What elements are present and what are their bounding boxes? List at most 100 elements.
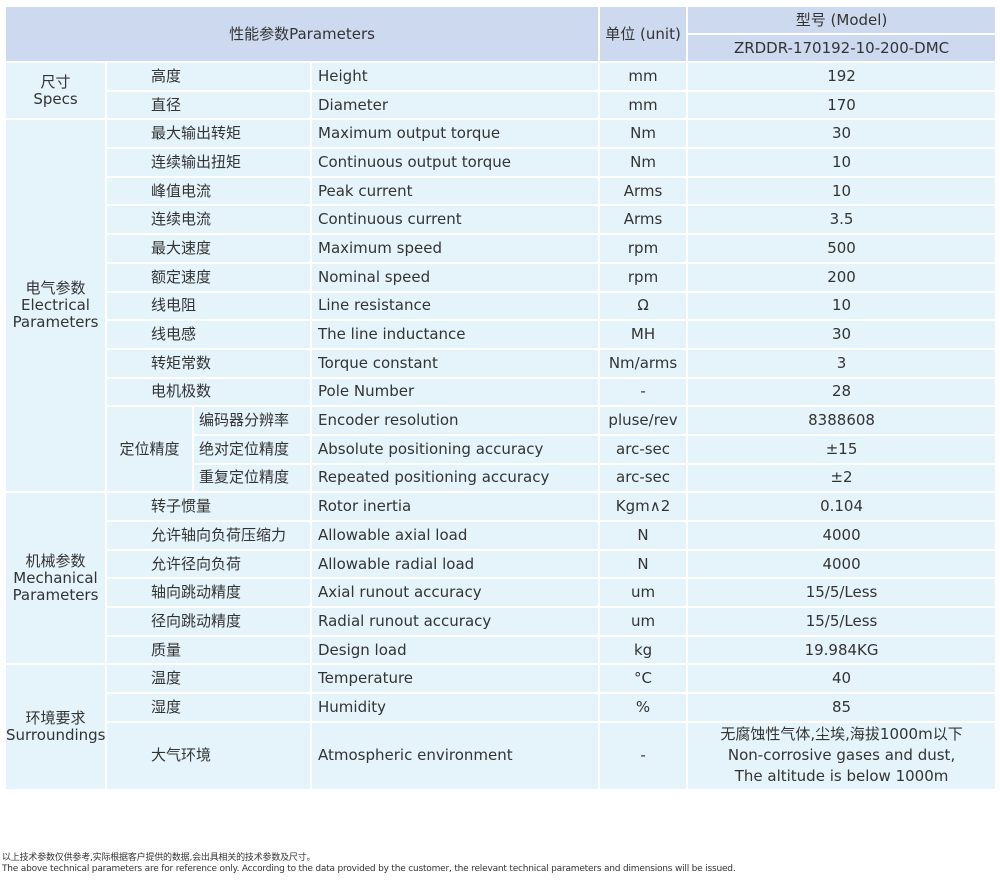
param-unit: Ω — [598, 290, 689, 322]
table-row: 径向跳动精度 Radial runout accuracy um 15/5/Less — [5, 606, 998, 637]
param-unit: pluse/rev — [598, 405, 689, 436]
group-label-en: Mechanical Parameters — [12, 568, 99, 604]
param-value: 28 — [686, 376, 998, 408]
param-value: 无腐蚀性气体,尘埃,海拔1000m以下 Non-corrosive gases a… — [686, 720, 998, 791]
param-unit: um — [598, 577, 689, 609]
param-cn: 允许径向负荷 — [105, 548, 312, 580]
param-en: Peak current — [309, 175, 601, 207]
param-en: Encoder resolution — [309, 405, 601, 436]
param-en: Temperature — [309, 663, 601, 695]
header-row: 性能参数Parameters 单位 (unit) 型号 (Model) — [3, 5, 998, 63]
param-unit: rpm — [598, 233, 689, 264]
param-unit: - — [598, 720, 689, 791]
param-cn: 转子惯量 — [105, 491, 312, 522]
parameters-header: 性能参数Parameters — [3, 5, 601, 63]
param-value: ±2 — [686, 462, 998, 494]
param-cn: 直径 — [105, 89, 312, 121]
param-cn: 绝对定位精度 — [192, 433, 312, 465]
table-row: 绝对定位精度 Absolute positioning accuracy arc-s… — [5, 433, 998, 465]
param-cn: 编码器分辨率 — [192, 405, 312, 436]
param-cn: 大气环境 — [105, 720, 312, 791]
param-en: The line inductance — [309, 319, 601, 350]
param-unit: °C — [598, 663, 689, 695]
param-value: 10 — [686, 147, 998, 178]
table-row: 允许轴向负荷压缩力 Allowable axial load N 4000 — [5, 520, 998, 551]
table-row: 环境要求 Surroundings 温度 Temperature °C 40 — [4, 663, 998, 791]
param-en: Nominal speed — [309, 261, 601, 293]
param-value: 30 — [686, 319, 998, 350]
group-positioning: 定位精度 — [105, 405, 194, 494]
param-unit: Nm — [598, 118, 689, 150]
spec-table: 性能参数Parameters 单位 (unit) 型号 (Model) ZRDD… — [3, 5, 998, 791]
param-unit: - — [598, 376, 689, 408]
group-specs: 尺寸 Specs — [4, 60, 107, 121]
param-cn: 高度 — [105, 61, 312, 92]
param-value: 85 — [686, 692, 998, 723]
param-unit: % — [598, 692, 689, 723]
param-cn: 线电感 — [105, 319, 312, 350]
param-en: Maximum output torque — [309, 118, 601, 150]
table-row: 额定速度 Nominal speed rpm 200 — [5, 261, 998, 293]
param-cn: 最大速度 — [105, 233, 312, 264]
param-value: 3 — [686, 347, 998, 379]
param-value: 170 — [686, 89, 998, 121]
group-surroundings: 环境要求 Surroundings — [4, 663, 107, 791]
param-value: 500 — [686, 233, 998, 264]
param-value: 40 — [686, 663, 998, 695]
group-label-cn: 环境要求 — [25, 709, 86, 728]
param-value: 19.984KG — [686, 634, 998, 666]
param-value: 8388608 — [686, 405, 998, 436]
param-cn: 允许轴向负荷压缩力 — [105, 520, 312, 551]
unit-header: 单位 (unit) — [598, 5, 689, 63]
param-unit: mm — [598, 61, 689, 92]
param-en: Continuous output torque — [309, 147, 601, 178]
table-row: 线电阻 Line resistance Ω 10 — [5, 290, 998, 322]
group-mechanical: 机械参数 Mechanical Parameters — [4, 491, 107, 666]
param-unit: rpm — [598, 261, 689, 293]
model-label-header: 型号 (Model) — [686, 5, 998, 35]
param-cn: 湿度 — [105, 692, 312, 723]
param-en: Pole Number — [309, 376, 601, 408]
table-row: 尺寸 Specs 高度 Height mm 192 — [4, 60, 998, 121]
param-en: Diameter — [309, 89, 601, 121]
param-unit: Nm — [598, 147, 689, 178]
param-unit: MH — [598, 319, 689, 350]
table-row: 线电感 The line inductance MH 30 — [5, 319, 998, 350]
group-label-cn: 电气参数 — [25, 279, 86, 298]
param-en: Height — [309, 61, 601, 92]
param-unit: Kgm∧2 — [598, 491, 689, 522]
param-cn: 连续输出扭矩 — [105, 147, 312, 178]
value-line: 无腐蚀性气体,尘埃,海拔1000m以下 — [720, 725, 963, 744]
param-unit: arc-sec — [598, 433, 689, 465]
param-en: Atmospheric environment — [309, 720, 601, 791]
table-row: 连续电流 Continuous current Arms 3.5 — [5, 204, 998, 236]
param-unit: Arms — [598, 204, 689, 236]
table-row: 允许径向负荷 Allowable radial load N 4000 — [5, 548, 998, 580]
param-en: Torque constant — [309, 347, 601, 379]
param-en: Radial runout accuracy — [309, 606, 601, 637]
param-cn: 线电阻 — [105, 290, 312, 322]
table-row: 最大速度 Maximum speed rpm 500 — [5, 233, 998, 264]
param-cn: 质量 — [105, 634, 312, 666]
table-row: 重复定位精度 Repeated positioning accuracy arc-s… — [5, 462, 998, 494]
table-row: 机械参数 Mechanical Parameters 转子惯量 Rotor inert… — [4, 491, 998, 666]
group-label-en: Specs — [33, 89, 78, 108]
group-label-en: Electrical Parameters — [12, 296, 99, 332]
table-row: 连续输出扭矩 Continuous output torque Nm 10 — [5, 147, 998, 178]
note-en: The above technical parameters are for r… — [2, 864, 736, 874]
param-en: Allowable axial load — [309, 520, 601, 551]
param-unit: arc-sec — [598, 462, 689, 494]
table-row: 直径 Diameter mm 170 — [5, 89, 998, 121]
param-en: Repeated positioning accuracy — [309, 462, 601, 494]
param-value: 10 — [686, 290, 998, 322]
param-value: 30 — [686, 118, 998, 150]
table-row: 定位精度 编码器分辨率 Encoder resolution pluse/rev 838… — [5, 405, 998, 494]
param-value: 10 — [686, 175, 998, 207]
group-label-cn: 机械参数 — [25, 551, 86, 570]
param-cn: 重复定位精度 — [192, 462, 312, 494]
param-en: Line resistance — [309, 290, 601, 322]
model-name-header: ZRDDR-170192-10-200-DMC — [686, 33, 998, 63]
table-row: 峰值电流 Peak current Arms 10 — [5, 175, 998, 207]
group-electrical: 电气参数 Electrical Parameters — [4, 118, 107, 494]
table-row: 电机极数 Pole Number -28 — [5, 376, 998, 408]
